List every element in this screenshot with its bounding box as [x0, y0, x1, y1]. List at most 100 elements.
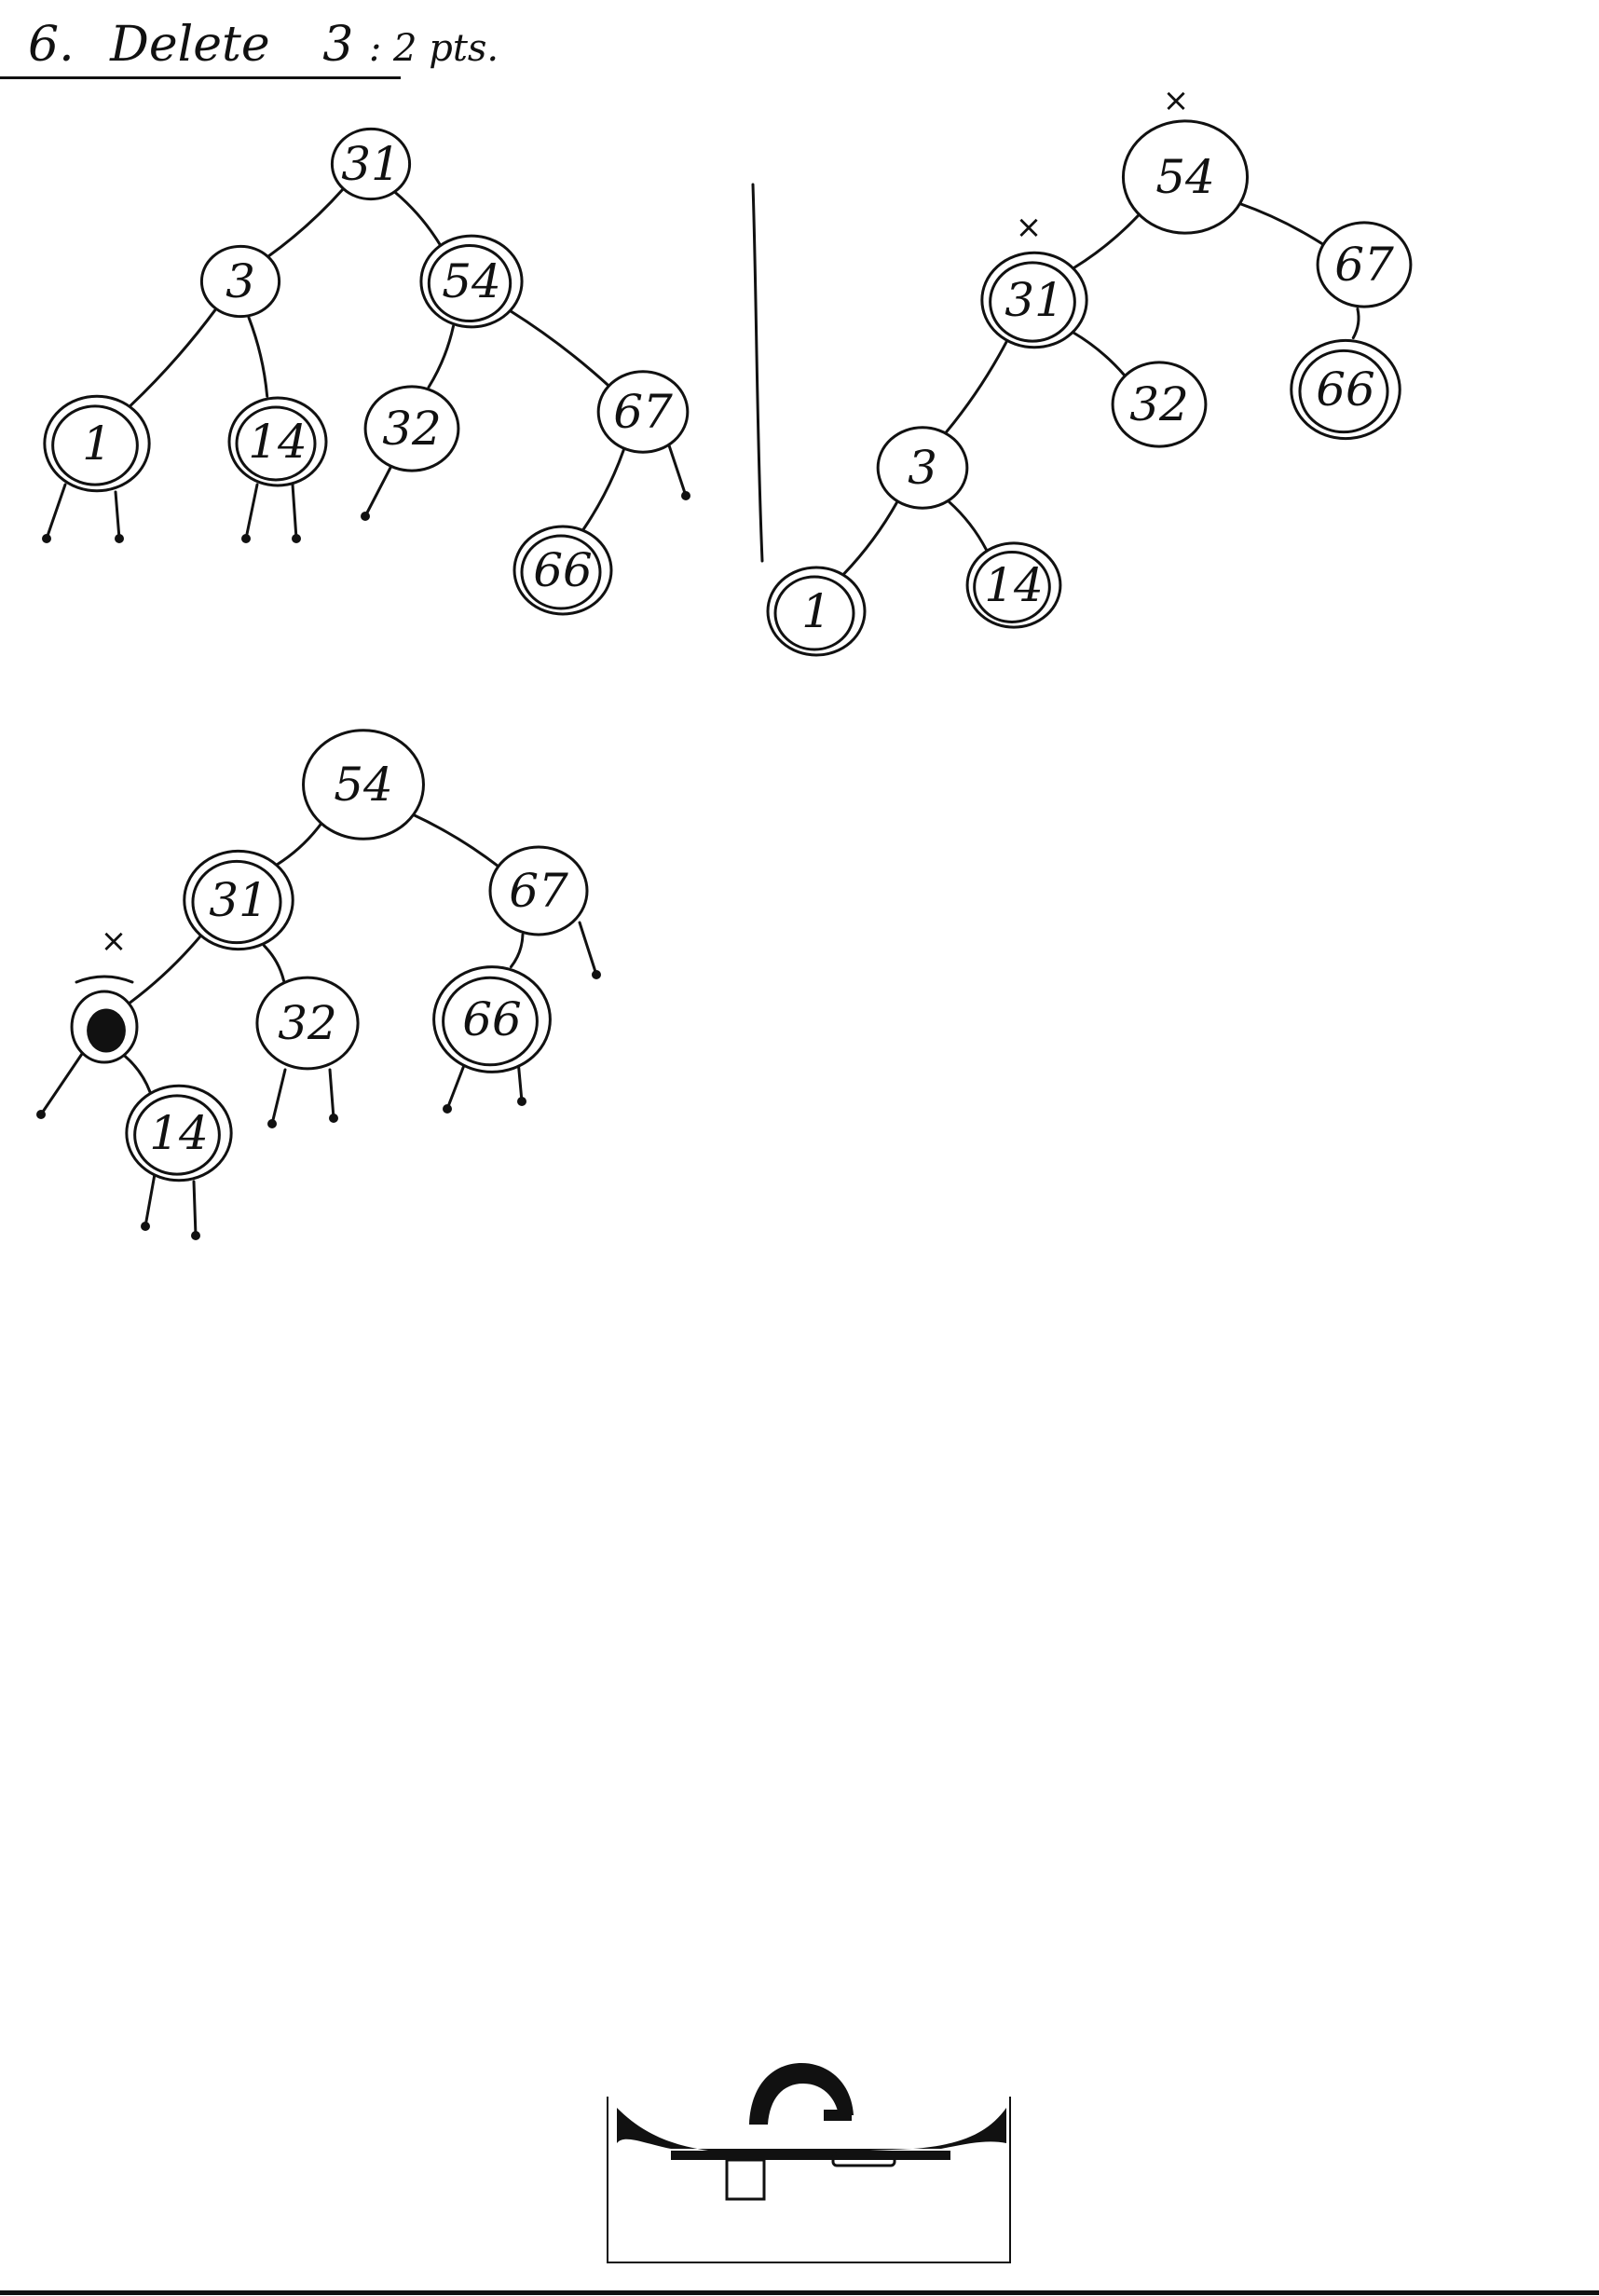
nil-leaf [267, 1068, 287, 1128]
nil-stem [667, 444, 688, 498]
problem-points: : 2 pts. [368, 27, 499, 70]
node-ring [488, 845, 589, 936]
nil-leaf [578, 921, 601, 979]
nil-dot [191, 1231, 200, 1240]
nil-dot [517, 1097, 526, 1106]
node-label: 66 [462, 992, 522, 1046]
nil-stem [144, 1172, 157, 1228]
nil-dot [241, 534, 251, 543]
problem-heading: 6. Delete 3 : 2 pts. [28, 17, 499, 73]
nil-stem [291, 483, 298, 540]
tree-node: 1 [43, 394, 151, 493]
node-label: 31 [1004, 273, 1064, 327]
node-inner-ring [235, 405, 317, 482]
nil-leaf [114, 490, 124, 543]
tree-edge-after-rotation-1 [1237, 201, 1326, 247]
tree-edge-before-2 [129, 308, 217, 408]
nil-stem [270, 1068, 287, 1126]
node-label: 67 [509, 864, 568, 918]
deletion-cross-mark: × [1163, 82, 1190, 119]
edges-layer [123, 187, 1360, 1094]
nil-dot [681, 491, 690, 500]
node-label: 54 [334, 758, 393, 812]
tree-node: 3 [199, 244, 281, 319]
node-ring [980, 251, 1088, 349]
nil-stem [39, 1049, 86, 1116]
nil-stem [578, 921, 598, 977]
tree-edge-result-1 [411, 813, 500, 868]
node-label: 54 [442, 254, 501, 308]
node-ring [363, 385, 460, 472]
nil-stem [363, 464, 393, 518]
node-ring [766, 566, 867, 657]
node-ring [330, 127, 412, 201]
tree-edge-after-rotation-6 [947, 499, 989, 552]
heading-underline [0, 76, 401, 79]
tree-node: 1 [766, 566, 867, 657]
node-ring [512, 525, 613, 616]
tree-node: 31 [980, 251, 1088, 349]
nil-leaf [241, 483, 259, 543]
scan-bottom-edge [0, 2290, 1599, 2295]
node-ring [1290, 338, 1401, 441]
nil-leaf [667, 444, 690, 500]
tree-node: 14 [965, 541, 1062, 629]
tree-edge-after-rotation-0 [1072, 212, 1141, 270]
tree-node: 32 [363, 385, 460, 472]
node-label: 32 [382, 402, 442, 456]
node-ring [227, 396, 328, 487]
node-inner-ring [1298, 348, 1389, 434]
tree-node: 67 [488, 845, 589, 936]
tree-node: 54 [1121, 119, 1250, 235]
node-label: 1 [801, 584, 831, 638]
node-inner-ring [51, 404, 139, 486]
tree-node: 66 [1290, 338, 1401, 441]
tree-edge-after-rotation-5 [842, 500, 899, 576]
node-ring [1111, 361, 1208, 448]
node-ring [1316, 221, 1413, 308]
node-ring [419, 234, 524, 329]
node-inner-ring [133, 1094, 221, 1176]
tree-node: 3 [876, 426, 969, 510]
node-ring [302, 729, 425, 840]
nil-dot [292, 534, 301, 543]
tree-edge-before-4 [427, 324, 455, 390]
scribbled-node-fill [87, 1008, 126, 1053]
tree-edge-result-4 [509, 933, 525, 969]
node-label: 3 [226, 254, 255, 308]
nil-stem [45, 483, 67, 540]
problem-title: Delete [110, 17, 270, 73]
nil-stem [114, 490, 121, 540]
tree-edge-before-6 [582, 448, 625, 530]
node-inner-ring [427, 243, 512, 323]
nodes-layer: 31 3 54 1 14 32 67 66 54 31 67 3 32 66 1 14 54 31 67 32 66 14 [43, 119, 1413, 1182]
node-inner-ring [773, 575, 855, 651]
node-ring [876, 426, 969, 510]
nil-leaf [328, 1068, 338, 1123]
tree-node: 14 [227, 396, 328, 487]
tree-edge-before-0 [266, 187, 345, 258]
marks-layer: × × × [101, 82, 1190, 960]
nil-dot [267, 1119, 277, 1128]
node-label: 66 [533, 543, 593, 597]
tree-node: 14 [125, 1084, 233, 1182]
node-label: 1 [82, 417, 112, 471]
node-label: 31 [209, 873, 268, 927]
node-label: 14 [984, 558, 1044, 612]
tree-node: 67 [596, 370, 690, 454]
nil-leaf [291, 483, 301, 543]
node-label: 32 [1129, 377, 1189, 431]
nil-dot [592, 970, 601, 979]
node-ring [432, 965, 552, 1073]
tree-edge-after-rotation-2 [945, 340, 1008, 434]
tree-node: 66 [512, 525, 613, 616]
node-label: 66 [1316, 362, 1375, 417]
nil-stem [445, 1059, 468, 1111]
node-inner-ring [989, 261, 1076, 343]
deletion-cross-mark: × [1016, 209, 1043, 246]
node-inner-ring [973, 551, 1051, 623]
node-label: 67 [1334, 238, 1394, 292]
nil-dot [36, 1110, 46, 1119]
